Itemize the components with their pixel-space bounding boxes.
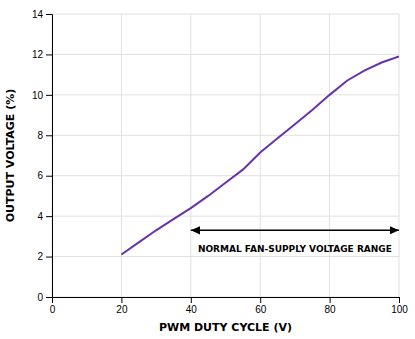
x-axis-title: PWM DUTY CYCLE (V) <box>159 321 292 334</box>
x-tick-mark <box>191 297 192 303</box>
y-axis: 0 2 4 6 8 10 12 14 <box>32 9 53 303</box>
y-tick-mark <box>46 95 52 96</box>
annotations: NORMAL FAN-SUPPLY VOLTAGE RANGE <box>191 230 399 254</box>
plot: 0 20 40 60 80 100 0 2 4 6 8 10 12 14 NORMAL FAN-SUPPLY… <box>32 9 408 315</box>
y-axis-line <box>46 15 53 298</box>
y-tick-label: 4 <box>37 211 43 222</box>
y-tick-mark <box>46 14 52 15</box>
x-tick: 40 <box>186 297 198 315</box>
y-tick-label: 2 <box>37 251 43 262</box>
y-grid-line <box>52 256 399 257</box>
x-tick-label: 20 <box>116 304 128 315</box>
y-tick-mark <box>46 135 52 136</box>
y-tick-label: 12 <box>32 49 44 60</box>
y-tick: 14 <box>32 9 52 20</box>
y-grid-line <box>52 54 399 55</box>
y-tick: 6 <box>37 170 52 181</box>
x-tick-label: 100 <box>391 304 408 315</box>
y-tick-label: 14 <box>32 9 44 20</box>
x-tick: 0 <box>50 297 56 315</box>
y-grid-line <box>52 94 399 95</box>
y-grid-line <box>52 14 399 15</box>
marks <box>121 56 399 254</box>
x-tick-label: 60 <box>255 304 267 315</box>
y-tick: 0 <box>37 292 52 303</box>
y-tick-mark <box>46 257 52 258</box>
y-tick-label: 0 <box>37 292 43 303</box>
y-tick: 8 <box>37 130 52 141</box>
annotation-arrow <box>191 230 399 232</box>
grid <box>52 14 399 297</box>
annotation-text: NORMAL FAN-SUPPLY VOLTAGE RANGE <box>198 244 392 254</box>
x-grid-line <box>260 14 261 297</box>
x-tick-mark <box>121 297 122 303</box>
y-tick-label: 8 <box>37 130 43 141</box>
y-tick-mark <box>46 54 52 55</box>
x-tick-mark <box>260 297 261 303</box>
x-tick-mark <box>399 297 400 303</box>
chart: 0 20 40 60 80 100 0 2 4 6 8 10 12 14 NORMAL FAN-SUPPLY… <box>0 0 415 339</box>
y-grid-line <box>52 135 399 136</box>
x-tick-label: 80 <box>325 304 337 315</box>
y-grid-line <box>52 175 399 176</box>
x-axis-line <box>53 298 400 304</box>
x-tick: 20 <box>116 297 128 315</box>
x-axis: 0 20 40 60 80 100 <box>50 297 409 315</box>
x-tick-mark <box>330 297 331 303</box>
x-grid-line <box>190 14 191 297</box>
x-grid-line <box>329 14 330 297</box>
x-tick: 100 <box>391 297 408 315</box>
y-tick-mark <box>46 216 52 217</box>
x-tick: 60 <box>255 297 267 315</box>
y-tick: 10 <box>32 90 52 101</box>
y-tick-label: 6 <box>37 170 43 181</box>
y-tick: 12 <box>32 49 52 60</box>
y-axis-title: OUTPUT VOLTAGE (%) <box>4 89 17 223</box>
y-tick: 4 <box>37 211 52 222</box>
x-tick-label: 40 <box>186 304 198 315</box>
y-grid-line <box>52 216 399 217</box>
x-tick: 80 <box>325 297 337 315</box>
y-tick-mark <box>46 297 52 298</box>
y-tick-mark <box>46 176 52 177</box>
y-tick: 2 <box>37 251 52 262</box>
x-tick-label: 0 <box>50 304 56 315</box>
line <box>121 56 399 254</box>
y-tick-label: 10 <box>32 90 44 101</box>
